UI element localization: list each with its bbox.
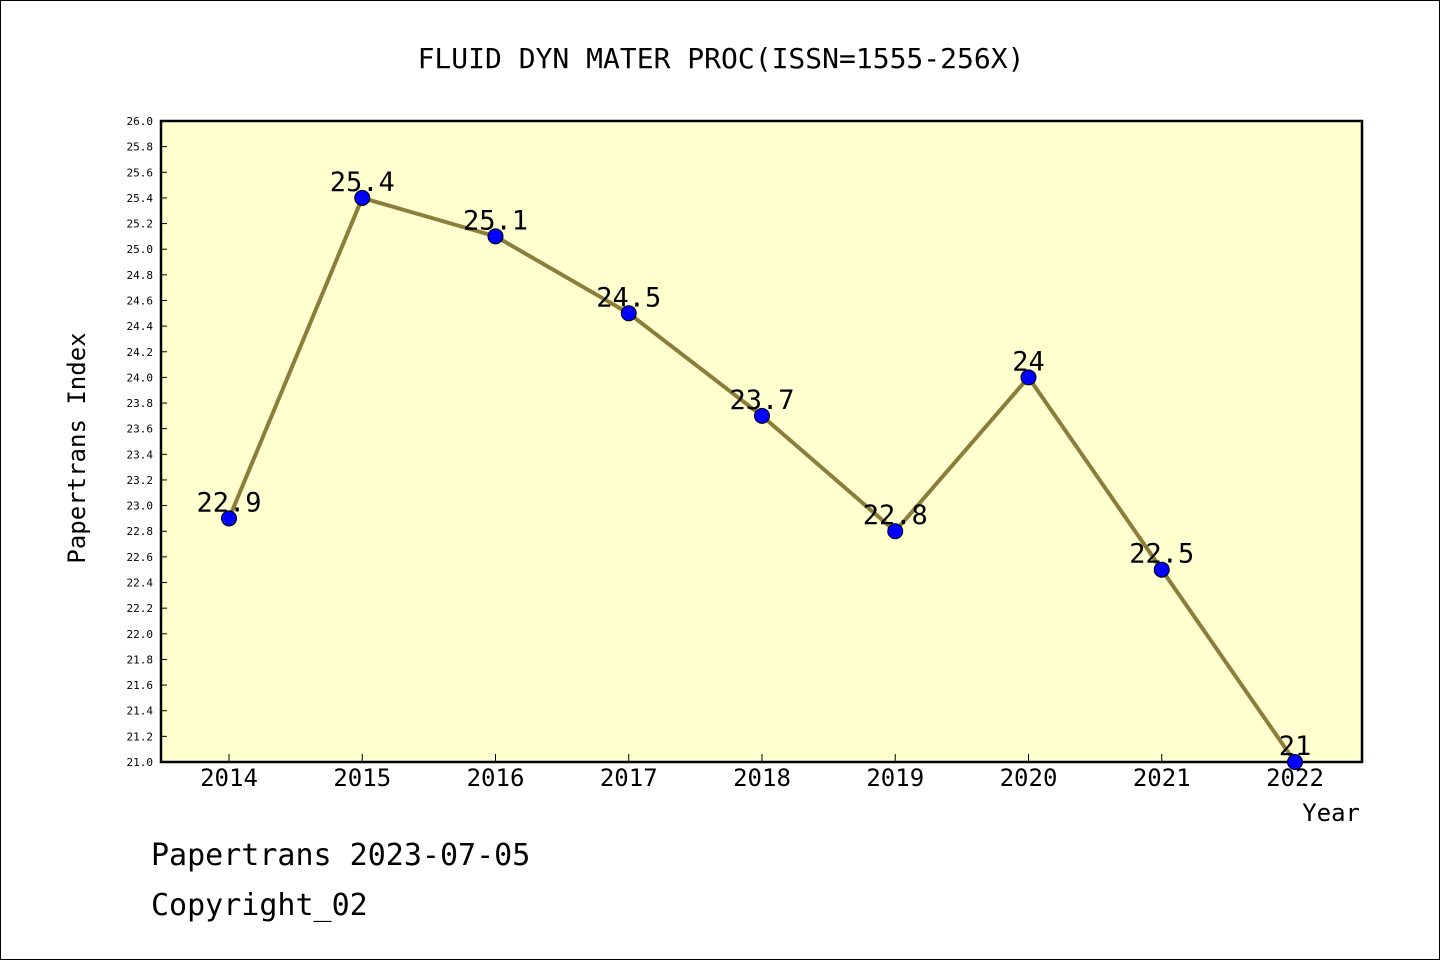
footer-copyright: Copyright_02 [151,888,368,923]
y-axis-label: Papertrans Index [63,332,91,563]
data-point-2021 [1153,561,1170,578]
x-tick-label: 2014 [200,764,258,792]
x-tick-label: 2019 [866,764,924,792]
data-label-2016: 25.1 [463,205,528,236]
y-tick-label: 21.2 [127,730,154,743]
data-point-2016 [487,228,504,245]
data-label-2018: 23.7 [729,385,794,416]
x-tick-label: 2017 [600,764,658,792]
y-tick-label: 23.8 [127,397,154,410]
data-point-2018 [754,407,770,424]
y-tick-label: 24.0 [127,371,154,384]
y-tick-label: 25.4 [127,192,154,205]
data-points [221,189,1303,770]
y-tick-label: 25.6 [127,166,154,179]
data-label-2017: 24.5 [596,282,661,313]
y-tick-label: 21.4 [127,705,154,718]
data-label-2022: 21 [1279,731,1312,762]
plot-area [159,119,1364,764]
y-tick-label: 24.4 [127,320,154,333]
y-tick-label: 22.0 [127,628,154,641]
y-tick-label: 21.8 [127,653,154,666]
y-tick-label: 24.8 [127,269,154,282]
y-tick-label: 22.2 [127,602,154,615]
data-labels: 22.9 25.4 25.1 24.5 23.7 22.8 24 22.5 21 [196,167,1311,762]
data-label-2014: 22.9 [196,487,261,518]
y-tick-label: 25.2 [127,218,154,231]
data-label-2015: 25.4 [330,167,395,198]
footer-date: Papertrans 2023-07-05 [151,838,530,873]
y-tick-label: 23.6 [127,423,154,436]
y-tick-label: 25.8 [127,141,154,154]
y-tick-label: 23.2 [127,474,154,487]
data-point-2015 [354,189,371,206]
y-tick-label: 21.0 [127,756,154,769]
data-point-2019 [887,523,904,540]
x-axis-label: Year [1302,799,1360,827]
y-tick-label: 23.0 [127,500,154,513]
data-point-2020 [1020,369,1037,386]
x-tick-label: 2021 [1133,764,1191,792]
x-tick-label: 2015 [333,764,391,792]
y-tick-label: 21.6 [127,679,154,692]
y-tick-label: 23.4 [127,448,154,461]
data-point-2014 [221,510,237,527]
y-tick-label: 24.2 [127,346,154,359]
x-tick-label: 2018 [733,764,791,792]
y-tick-label: 22.4 [127,577,154,590]
data-label-2021: 22.5 [1129,539,1194,570]
y-tick-label: 25.0 [127,243,154,256]
y-tick-label: 22.8 [127,525,154,538]
y-tick-label: 26.0 [127,115,154,128]
chart-title: FLUID DYN MATER PROC(ISSN=1555-256X) [418,42,1025,75]
y-axis: 21.0 21.2 21.4 21.6 21.8 22.0 22.2 22.4 22.6 22.8… [127,115,167,769]
x-axis: 2014 2015 2016 2017 2018 2019 2020 2021 2022 [200,754,1324,792]
data-label-2020: 24 [1012,346,1045,377]
data-label-2019: 22.8 [863,500,928,531]
x-tick-label: 2020 [1000,764,1058,792]
data-point-2017 [620,305,637,322]
y-tick-label: 24.6 [127,294,154,307]
data-point-2022 [1287,754,1303,770]
y-tick-label: 22.6 [127,551,154,564]
x-tick-label: 2016 [467,764,525,792]
